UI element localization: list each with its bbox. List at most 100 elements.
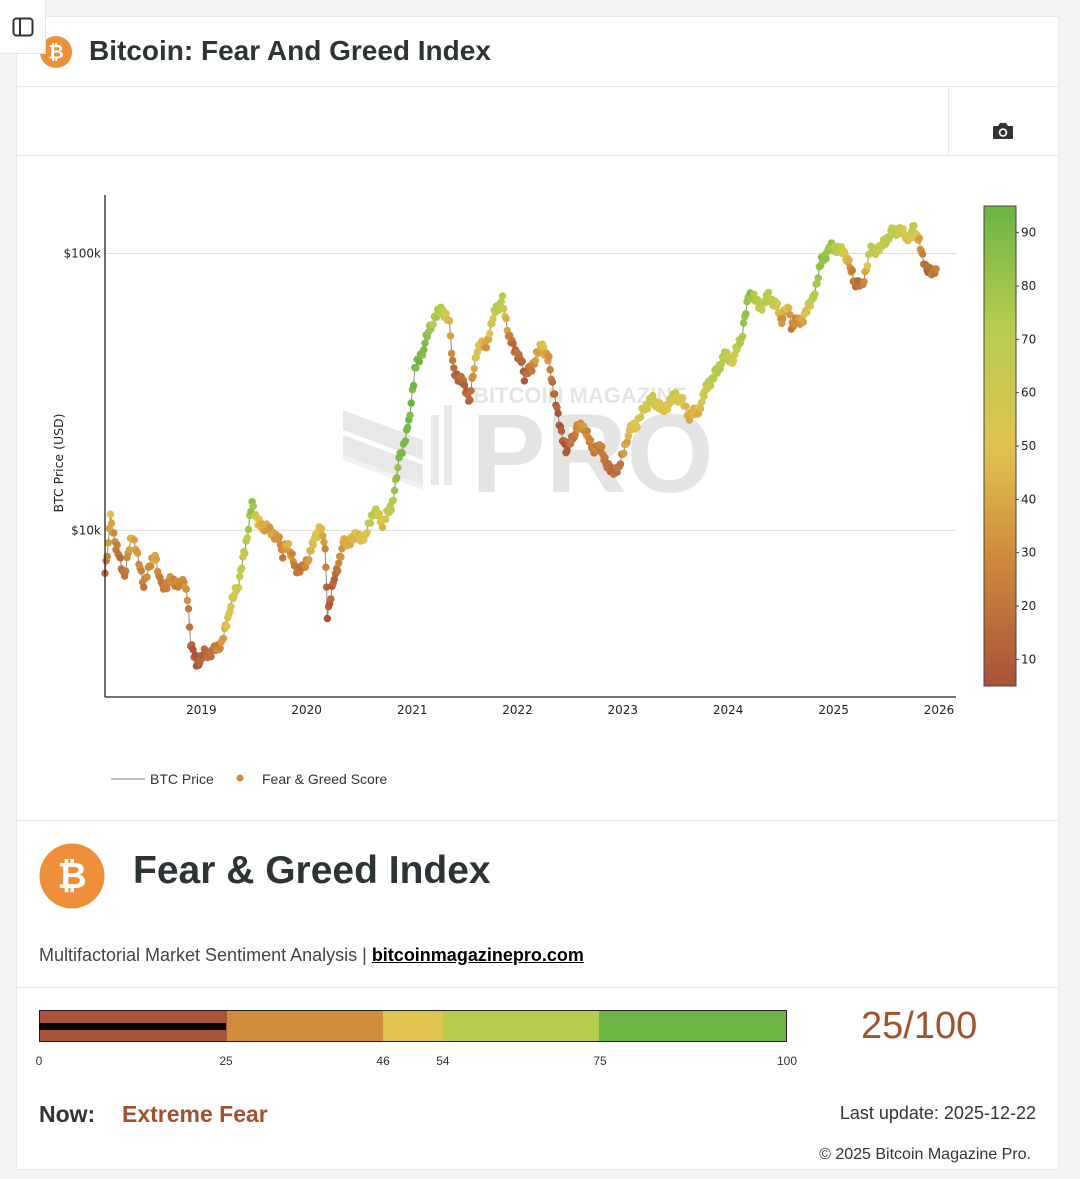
fear-greed-point bbox=[484, 335, 493, 344]
fear-greed-point bbox=[219, 634, 228, 643]
fear-greed-point bbox=[309, 541, 317, 549]
fear-greed-point bbox=[649, 391, 657, 400]
fear-greed-point bbox=[773, 299, 782, 308]
fear-greed-point bbox=[319, 532, 327, 540]
page-title: Bitcoin: Fear And Greed Index bbox=[89, 35, 491, 66]
fear-greed-point bbox=[321, 545, 329, 553]
legend-fear-greed: Fear & Greed Score bbox=[262, 771, 387, 787]
fear-greed-point bbox=[679, 394, 687, 402]
fear-greed-point bbox=[546, 366, 554, 374]
fear-greed-point bbox=[557, 427, 566, 435]
x-tick-label: 2020 bbox=[291, 703, 322, 717]
legend: BTC Price Fear & Greed Score bbox=[111, 771, 387, 787]
fear-greed-point bbox=[323, 614, 332, 623]
x-tick-label: 2023 bbox=[608, 703, 639, 717]
camera-icon[interactable] bbox=[991, 120, 1015, 142]
x-tick-label: 2021 bbox=[397, 703, 428, 717]
fear-greed-point bbox=[553, 403, 561, 412]
fear-greed-point bbox=[446, 332, 455, 340]
fear-greed-point bbox=[502, 314, 510, 323]
fear-greed-point bbox=[288, 550, 296, 558]
fear-greed-point bbox=[305, 556, 313, 564]
fear-greed-point bbox=[497, 298, 505, 306]
fear-greed-point bbox=[163, 584, 171, 593]
fear-greed-point bbox=[406, 411, 414, 419]
fear-greed-point bbox=[241, 549, 249, 557]
gauge-value-fill bbox=[39, 1023, 226, 1030]
y-tick-label: $10k bbox=[71, 523, 101, 537]
sentiment-gauge-bar bbox=[39, 1010, 787, 1042]
fear-greed-point bbox=[696, 404, 705, 413]
fear-greed-point bbox=[450, 364, 458, 372]
fear-greed-point bbox=[460, 381, 469, 389]
bitcoin-logo-large-icon: ₿ bbox=[39, 843, 105, 909]
fear-greed-point bbox=[140, 583, 148, 591]
sidebar-toggle-button[interactable] bbox=[0, 0, 46, 54]
fear-greed-point bbox=[785, 304, 793, 312]
fear-greed-point bbox=[739, 319, 748, 327]
fear-greed-point bbox=[918, 250, 927, 258]
fear-greed-point bbox=[539, 343, 548, 351]
bitcoin-logo-icon: ₿ bbox=[40, 36, 72, 68]
colorbar-tick-label: 80 bbox=[1021, 279, 1036, 293]
fear-greed-point bbox=[284, 540, 293, 548]
fear-greed-point bbox=[191, 651, 199, 659]
fear-greed-point bbox=[803, 308, 811, 316]
x-tick-label: 2025 bbox=[818, 703, 849, 717]
y-axis-label: BTC Price (USD) bbox=[51, 413, 66, 512]
fear-greed-point bbox=[449, 356, 457, 365]
fear-greed-point bbox=[227, 602, 235, 611]
fear-greed-point bbox=[472, 353, 480, 362]
fear-greed-point bbox=[814, 274, 822, 282]
legend-btc-price: BTC Price bbox=[150, 771, 214, 787]
fear-greed-point bbox=[806, 302, 814, 310]
fear-greed-point bbox=[207, 653, 215, 661]
fear-greed-point bbox=[682, 402, 690, 411]
fear-greed-point bbox=[518, 357, 526, 366]
fear-greed-point bbox=[915, 234, 924, 242]
fear-greed-point bbox=[698, 398, 706, 406]
colorbar-tick-label: 20 bbox=[1021, 599, 1036, 613]
fear-greed-point bbox=[415, 357, 423, 366]
fear-greed-point bbox=[363, 528, 371, 537]
fear-greed-point bbox=[466, 396, 474, 404]
fear-greed-point bbox=[387, 506, 395, 514]
fear-greed-point bbox=[447, 349, 456, 358]
fear-greed-point bbox=[275, 533, 283, 541]
chart-area: BITCOIN MAGAZINE PRO $10k$100k2019202020… bbox=[17, 157, 1058, 793]
x-tick-label: 2022 bbox=[502, 703, 533, 717]
fear-greed-point bbox=[799, 318, 808, 326]
fear-greed-point bbox=[863, 262, 872, 270]
gauge-title: Fear & Greed Index bbox=[133, 849, 491, 892]
colorbar-tick-label: 90 bbox=[1021, 226, 1036, 240]
x-tick-label: 2026 bbox=[924, 703, 955, 717]
fear-greed-point bbox=[307, 547, 315, 555]
fear-greed-point bbox=[633, 423, 641, 431]
fear-greed-point bbox=[845, 256, 853, 264]
gauge-segment bbox=[442, 1011, 600, 1041]
x-tick-label: 2024 bbox=[713, 703, 744, 717]
site-link[interactable]: bitcoinmagazinepro.com bbox=[371, 945, 584, 965]
fear-greed-point bbox=[110, 529, 118, 537]
colorbar-tick-label: 30 bbox=[1021, 546, 1036, 560]
fear-greed-point bbox=[531, 357, 540, 365]
fear-greed-point bbox=[906, 234, 914, 243]
fear-greed-point bbox=[407, 399, 415, 407]
fear-greed-point bbox=[412, 364, 420, 372]
x-tick-label: 2019 bbox=[186, 703, 217, 717]
gauge-segment bbox=[599, 1011, 786, 1041]
fear-greed-point bbox=[489, 314, 497, 323]
fear-greed-point bbox=[710, 375, 718, 383]
fear-greed-point bbox=[334, 567, 342, 575]
btc-fear-greed-chart[interactable]: BITCOIN MAGAZINE PRO $10k$100k2019202020… bbox=[17, 157, 1058, 793]
fear-greed-point bbox=[932, 265, 940, 273]
fear-greed-point bbox=[184, 605, 193, 613]
fear-greed-point bbox=[394, 463, 402, 472]
fear-greed-point bbox=[390, 486, 399, 495]
fear-greed-point bbox=[185, 623, 194, 631]
fear-greed-point bbox=[330, 575, 338, 584]
colorbar-tick-label: 40 bbox=[1021, 492, 1036, 506]
fear-greed-point bbox=[467, 387, 475, 395]
svg-text:₿: ₿ bbox=[57, 856, 86, 897]
fear-greed-point bbox=[811, 290, 819, 298]
